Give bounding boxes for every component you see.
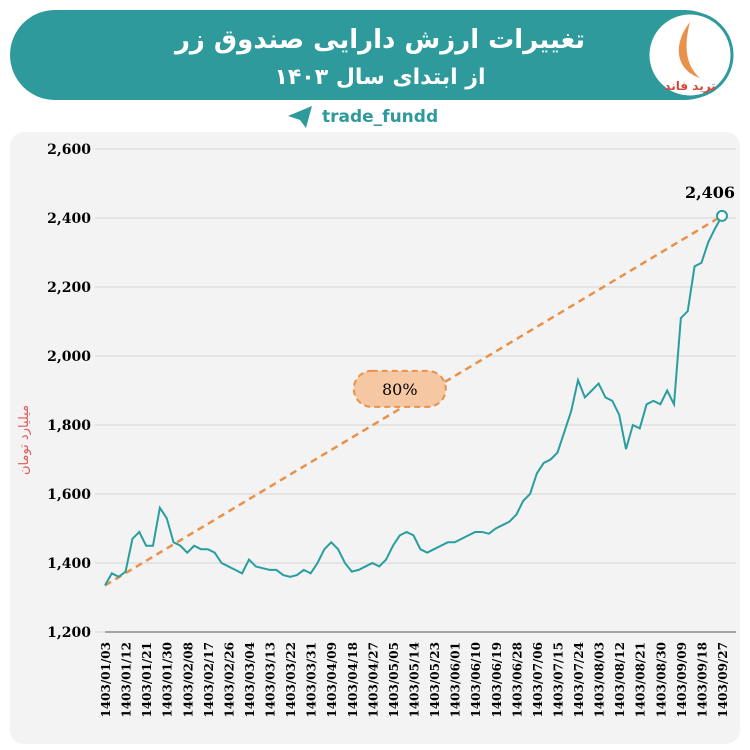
subtitle: از ابتدای سال ۱۴۰۳ [274,65,485,90]
y-tick-label: 1,200 [47,625,91,641]
y-tick-label: 2,400 [47,211,91,227]
x-tick-label: 1403/06/28 [510,642,524,718]
x-tick-label: 1403/02/17 [202,642,216,718]
x-tick-label: 1403/04/09 [325,642,339,718]
x-tick-label: 1403/05/23 [428,642,442,718]
logo-flame [678,22,700,78]
end-marker [716,209,728,222]
x-tick-label: 1403/03/13 [264,642,278,718]
x-tick-label: 1403/03/04 [243,642,257,718]
y-tick-label: 1,800 [47,418,91,434]
series-line [104,215,723,586]
x-tick-label: 1403/08/21 [634,642,648,718]
title: تغییرات ارزش دارایی صندوق زر [173,25,585,55]
trend-label: 80% [382,380,418,399]
telegram-icon [288,106,312,128]
x-tick-label: 1403/01/12 [120,642,134,718]
x-tick-label: 1403/03/22 [284,642,298,718]
x-tick-label: 1403/02/08 [181,642,195,718]
x-tick-label: 1403/08/03 [593,642,607,718]
y-axis-label: میلیارد تومان [17,405,32,475]
x-tick-label: 1403/04/18 [346,642,360,718]
x-tick-label: 1403/06/01 [449,642,463,718]
x-tick-label: 1403/01/30 [161,642,175,718]
x-tick-label: 1403/09/18 [695,642,709,718]
y-tick-label: 1,400 [47,556,91,572]
x-tick-label: 1403/09/09 [675,642,689,718]
logo [646,11,734,99]
end-label: 2,406 [685,183,735,202]
x-tick-label: 1403/05/14 [408,642,422,718]
x-tick-label: 1403/06/19 [490,642,504,718]
y-tick-label: 2,200 [47,280,91,296]
header-bar [10,10,730,100]
x-tick-label: 1403/06/10 [469,642,483,718]
x-tick-label: 1403/07/06 [531,642,545,718]
x-tick-label: 1403/04/27 [366,642,380,718]
x-tick-label: 1403/01/21 [140,642,154,718]
x-tick-label: 1403/02/26 [222,642,236,718]
x-tick-label: 1403/09/27 [716,642,730,718]
plot-panel [10,132,740,744]
channel: trade_fundd [322,107,438,127]
x-tick-label: 1403/01/03 [99,642,113,718]
trend-badge [352,369,447,408]
y-tick-label: 2,600 [47,142,91,158]
y-tick-label: 2,000 [47,349,91,365]
x-tick-label: 1403/08/12 [613,642,627,718]
x-tick-label: 1403/07/15 [551,642,565,718]
x-tick-label: 1403/07/24 [572,642,586,718]
logo-text: ترید فاند [664,79,715,93]
x-tick-label: 1403/08/30 [654,642,668,718]
x-tick-label: 1403/05/05 [387,642,401,718]
x-tick-label: 1403/03/31 [305,642,319,718]
y-tick-label: 1,600 [47,487,91,503]
